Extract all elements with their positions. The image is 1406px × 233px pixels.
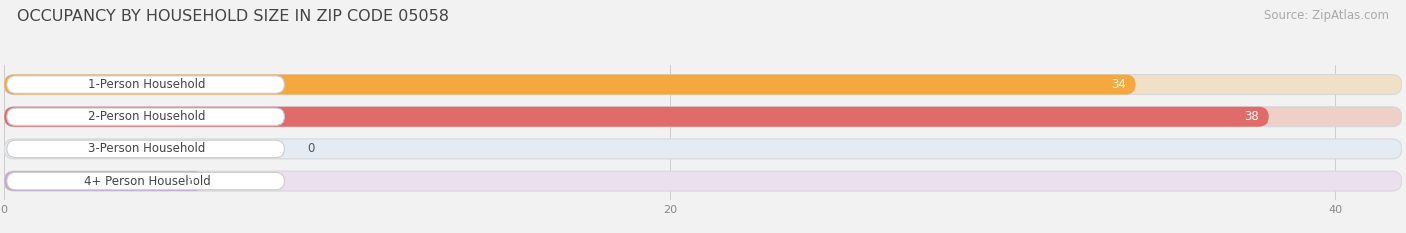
Text: 4+ Person Household: 4+ Person Household — [83, 175, 211, 188]
FancyBboxPatch shape — [7, 108, 284, 125]
Text: 0: 0 — [307, 142, 315, 155]
FancyBboxPatch shape — [4, 75, 1402, 95]
FancyBboxPatch shape — [7, 140, 284, 158]
FancyBboxPatch shape — [4, 171, 204, 191]
Text: Source: ZipAtlas.com: Source: ZipAtlas.com — [1264, 9, 1389, 22]
FancyBboxPatch shape — [4, 107, 1402, 127]
Text: OCCUPANCY BY HOUSEHOLD SIZE IN ZIP CODE 05058: OCCUPANCY BY HOUSEHOLD SIZE IN ZIP CODE … — [17, 9, 449, 24]
FancyBboxPatch shape — [4, 139, 1402, 159]
Text: 6: 6 — [187, 175, 194, 188]
FancyBboxPatch shape — [4, 75, 1136, 95]
Text: 2-Person Household: 2-Person Household — [89, 110, 205, 123]
Text: 1-Person Household: 1-Person Household — [89, 78, 205, 91]
Text: 38: 38 — [1244, 110, 1258, 123]
Text: 34: 34 — [1111, 78, 1126, 91]
FancyBboxPatch shape — [7, 172, 284, 190]
Text: 3-Person Household: 3-Person Household — [89, 142, 205, 155]
FancyBboxPatch shape — [4, 107, 1268, 127]
FancyBboxPatch shape — [4, 171, 1402, 191]
FancyBboxPatch shape — [7, 76, 284, 93]
